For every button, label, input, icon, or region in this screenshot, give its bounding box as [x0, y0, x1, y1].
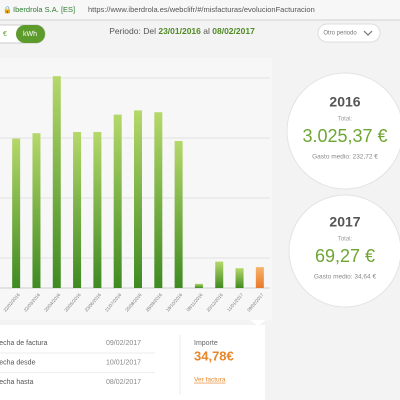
- address-bar: [0, 0, 400, 20]
- total: 3.025,37 €: [302, 126, 387, 146]
- lock-icon: 🔒: [3, 6, 12, 14]
- bar[interactable]: [93, 132, 102, 288]
- average: Gasto medio: 232,72 €: [312, 154, 378, 161]
- dropdown-label[interactable]: Otro periodo: [323, 31, 357, 37]
- detail-value: 10/01/2017: [106, 359, 141, 366]
- detail-label: Fecha desde: [0, 359, 36, 366]
- toggle-option[interactable]: €: [3, 31, 7, 38]
- detail-label: Fecha de factura: [0, 340, 48, 347]
- total: 69,27 €: [315, 246, 375, 266]
- view-invoice-link[interactable]: Ver factura: [194, 377, 226, 384]
- bar[interactable]: [32, 133, 41, 288]
- summary-cards: 2016 Total: 3.025,37 € Gasto medio: 232,72 …: [286, 72, 400, 308]
- year: 2017: [329, 214, 360, 230]
- period: Periodo: Del 23/01/2016 al 08/02/2017: [109, 26, 255, 36]
- detail-value: 08/02/2017: [106, 379, 141, 386]
- period-label: Periodo: Del: [109, 26, 156, 36]
- amount: 34,78€: [194, 348, 234, 363]
- bar[interactable]: [134, 110, 142, 289]
- average: Gasto medio: 34,64 €: [314, 274, 377, 281]
- total-label: Total:: [338, 117, 353, 123]
- url[interactable]: https://www.iberdrola.es/webclifr/#/misf…: [88, 5, 315, 14]
- bar[interactable]: [113, 114, 122, 288]
- bar[interactable]: [12, 138, 21, 288]
- chevron: [363, 30, 373, 36]
- site-name: Iberdrola S.A. [ES]: [13, 5, 75, 14]
- bar[interactable]: [194, 283, 203, 288]
- bar[interactable]: [52, 76, 61, 288]
- dropdown[interactable]: [317, 23, 381, 43]
- detail: Fecha de factura 09/02/2017 Fecha desde 10/…: [0, 335, 234, 395]
- year: 2016: [329, 94, 360, 110]
- total-label: Total:: [338, 237, 353, 243]
- period-from: 23/01/2016: [158, 26, 201, 36]
- detail-value: 09/02/2017: [106, 340, 141, 347]
- bar[interactable]: [215, 261, 224, 288]
- detail-panel: [0, 325, 265, 400]
- bar[interactable]: [174, 141, 183, 288]
- period-to: 08/02/2017: [212, 26, 255, 36]
- summary-card: [288, 194, 400, 308]
- period-joiner: al: [203, 26, 210, 36]
- bar[interactable]: [235, 268, 244, 288]
- bar[interactable]: [255, 267, 264, 288]
- detail-label: Fecha hasta: [0, 379, 34, 386]
- summary-card: [286, 72, 400, 190]
- bar[interactable]: [154, 112, 163, 288]
- toggle-active[interactable]: [16, 25, 45, 43]
- toggle-option[interactable]: kWh: [23, 31, 37, 38]
- amount-label: Importe: [194, 340, 218, 347]
- bar[interactable]: [73, 132, 82, 288]
